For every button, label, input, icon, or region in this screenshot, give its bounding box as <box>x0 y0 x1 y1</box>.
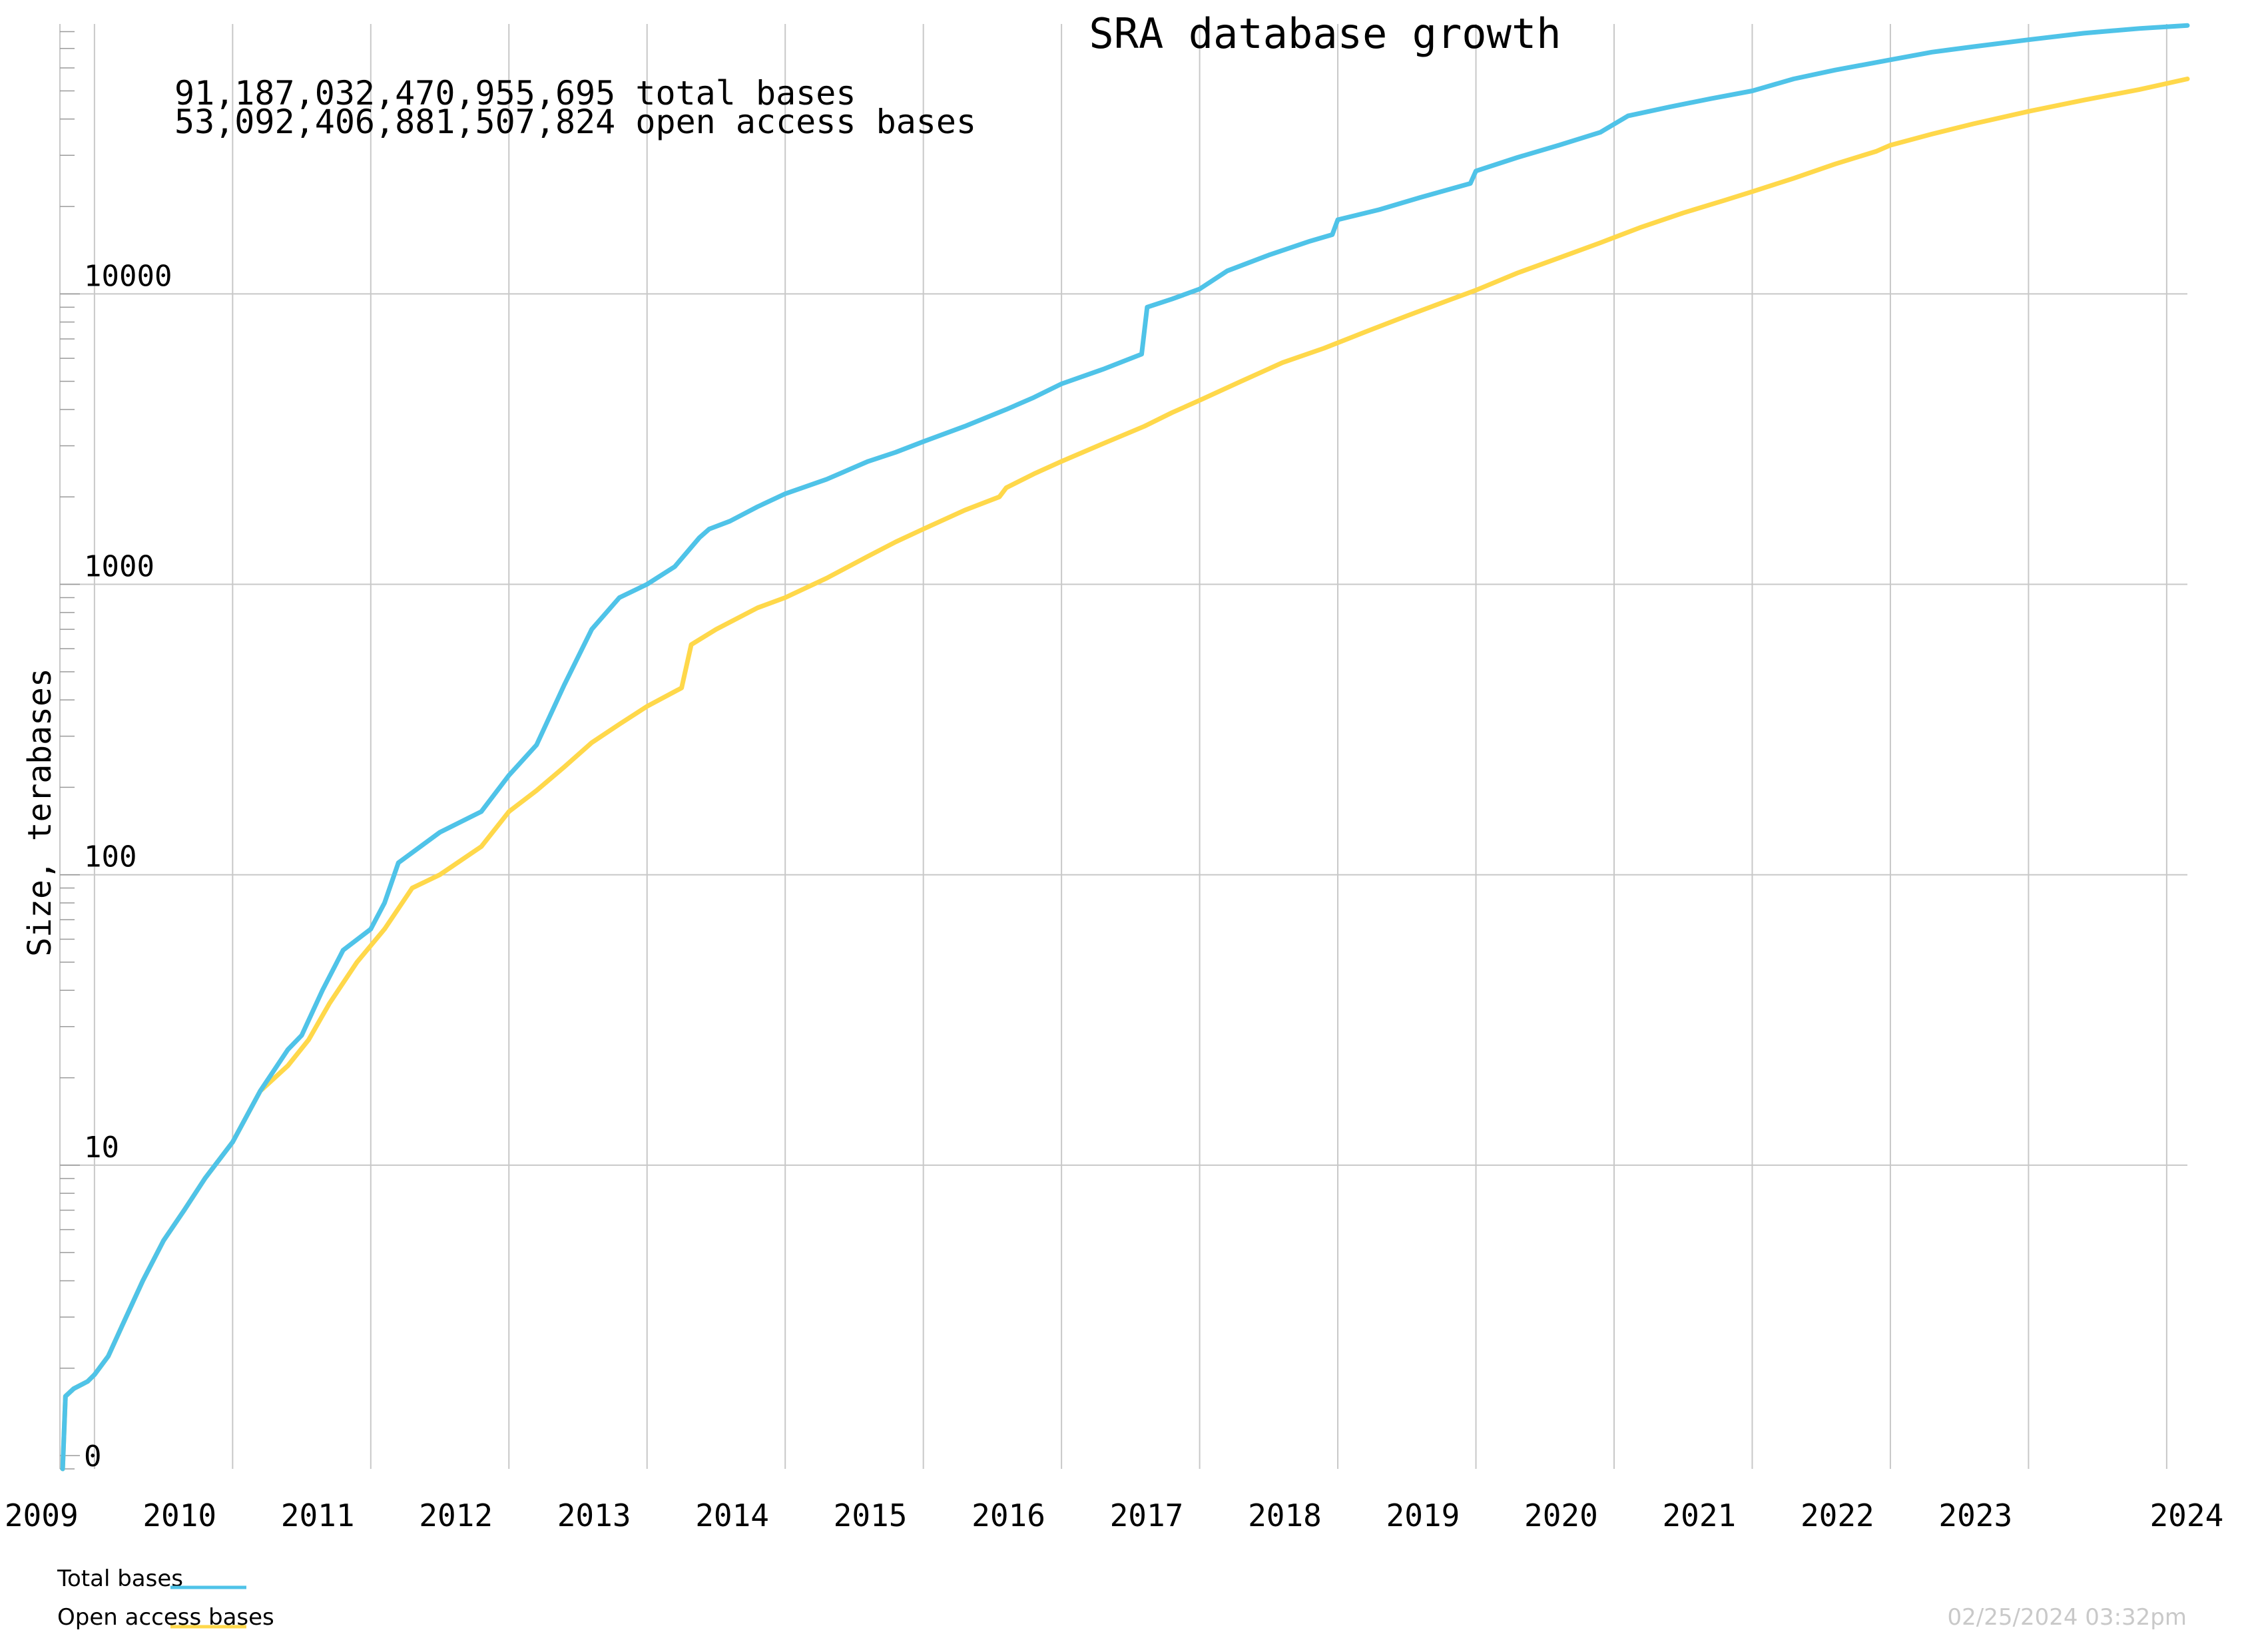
y-tick-label-10: 10 <box>84 1131 119 1165</box>
legend-label-total: Total bases <box>57 1565 183 1592</box>
y-tick-label-100: 100 <box>84 840 137 874</box>
grid <box>59 24 2187 1469</box>
series-line-total-bases <box>60 23 2190 1472</box>
x-tick-label-2021: 2021 <box>1662 1498 1736 1533</box>
x-tick-label-2019: 2019 <box>1386 1498 1460 1533</box>
x-tick-label-2018: 2018 <box>1248 1498 1322 1533</box>
chart-title: SRA database growth <box>1089 9 1561 58</box>
x-tick-label-2009: 2009 <box>5 1498 79 1533</box>
x-tick-label-2024: 2024 <box>2149 1498 2223 1533</box>
x-tick-label-2014: 2014 <box>695 1498 769 1533</box>
x-tick-label-2016: 2016 <box>972 1498 1045 1533</box>
x-tick-label-2012: 2012 <box>419 1498 493 1533</box>
legend: Total bases Open access bases <box>57 1565 274 1631</box>
x-tick-label-2013: 2013 <box>557 1498 631 1533</box>
y-tick-label-1000: 1000 <box>84 550 154 584</box>
x-tick-label-2020: 2020 <box>1524 1498 1598 1533</box>
x-tick-label-2011: 2011 <box>281 1498 355 1533</box>
x-tick-label-2015: 2015 <box>834 1498 908 1533</box>
series-lines <box>60 23 2190 1472</box>
open-access-bases-count: 53,092,406,881,507,824 open access bases <box>174 103 976 141</box>
timestamp: 02/25/2024 03:32pm <box>1948 1604 2187 1631</box>
x-axis-labels: 2009 2010 2011 2012 2013 2014 2015 2016 2017 2018… <box>5 1498 2223 1533</box>
y-axis-ticks <box>60 31 80 1470</box>
series-line-open-access-bases <box>60 77 2190 1472</box>
x-tick-label-2022: 2022 <box>1801 1498 1874 1533</box>
y-tick-label-10000: 10000 <box>84 259 172 293</box>
y-axis-title: Size, terabases <box>21 668 59 956</box>
x-tick-label-2017: 2017 <box>1110 1498 1184 1533</box>
x-tick-label-2010: 2010 <box>142 1498 216 1533</box>
x-tick-label-2023: 2023 <box>1938 1498 2012 1533</box>
total-bases-count: 91,187,032,470,955,695 total bases <box>174 74 856 113</box>
y-tick-label-0: 0 <box>84 1440 102 1474</box>
